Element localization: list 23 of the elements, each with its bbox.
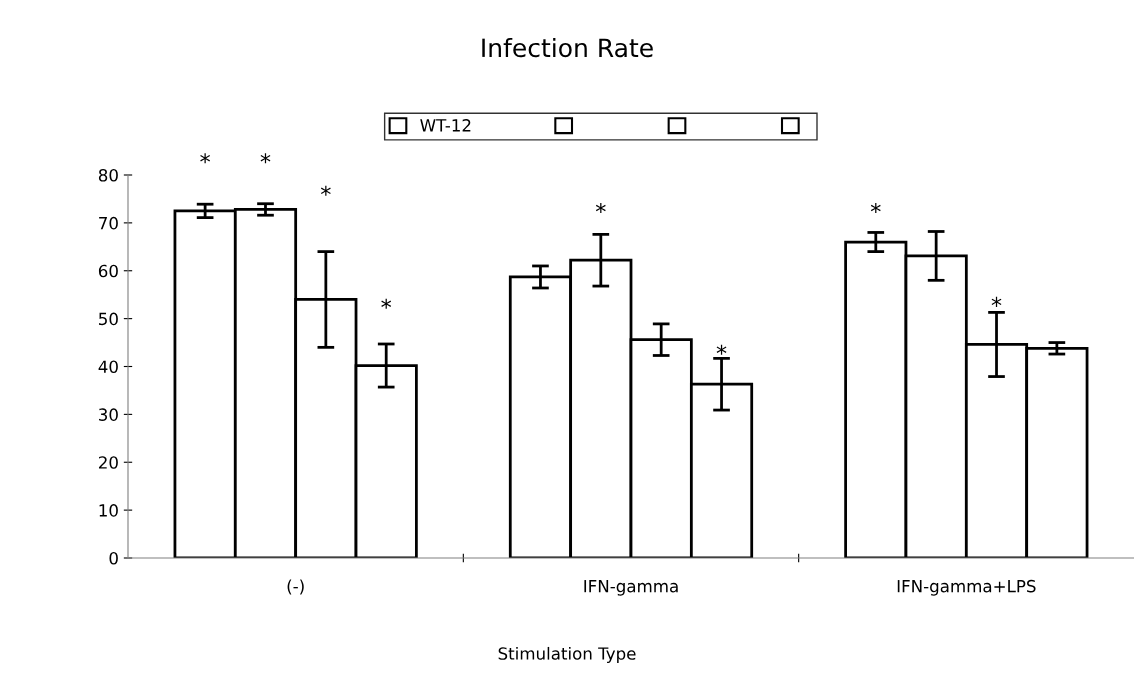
x-axis-title: Stimulation Type: [498, 646, 636, 664]
text: *: [260, 153, 271, 164]
text: *: [200, 153, 211, 164]
y-tick-label: 50: [99, 312, 118, 326]
y-tick-label: 60: [98, 264, 118, 278]
annotation: *: [381, 298, 392, 309]
x-tick-label: IFN-gamma+LPS: [897, 579, 1036, 596]
x-tick-label: (-): [287, 579, 304, 595]
y-tick-label: 40: [98, 360, 118, 374]
y-tick-label: 0: [109, 551, 118, 565]
y-tick-label: 10: [99, 504, 118, 517]
annotation: *: [716, 344, 727, 355]
y-tick-label: 70: [99, 216, 118, 230]
x-tick-label: IFN-gamma: [584, 580, 678, 596]
legend-label: WT-12: [420, 119, 471, 132]
chart-title: Infection Rate: [482, 37, 653, 58]
annotation: *: [320, 185, 331, 196]
annotation: *: [595, 202, 606, 214]
y-tick-label: 80: [98, 168, 118, 182]
y-tick-label: 20: [98, 456, 118, 469]
annotation: *: [991, 296, 1002, 307]
y-tick-label: 30: [99, 408, 118, 421]
annotation: *: [870, 202, 881, 214]
